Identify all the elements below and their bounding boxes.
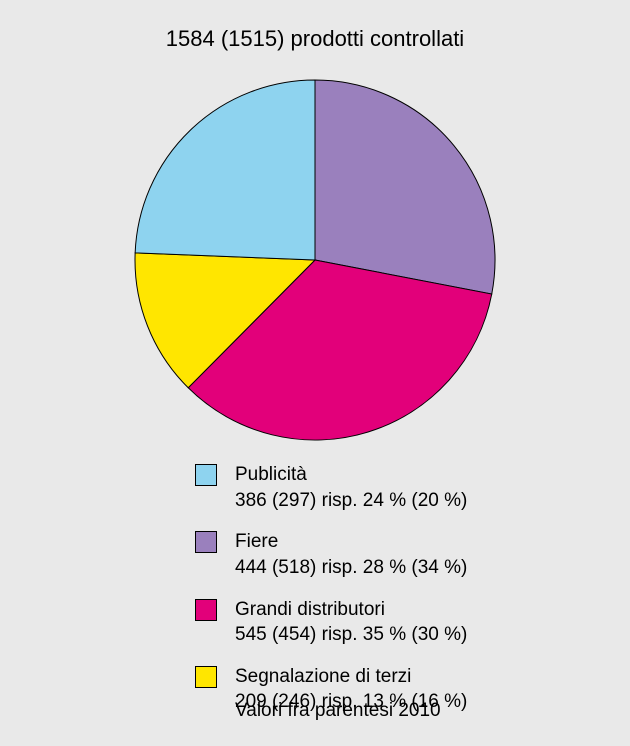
legend-label-publicita: Publicità [235,462,467,488]
pie-slice-publicita [135,80,315,260]
legend-label-fiere: Fiere [235,529,467,555]
legend-item-fiere: Fiere444 (518) risp. 28 % (34 %) [195,529,555,580]
pie-svg [125,70,505,450]
legend: Publicità386 (297) risp. 24 % (20 %) Fier… [195,462,555,731]
legend-label-segnalazione: Segnalazione di terzi [235,664,467,690]
legend-text-grandi: Grandi distributori545 (454) risp. 35 % … [235,597,467,648]
legend-item-publicita: Publicità386 (297) risp. 24 % (20 %) [195,462,555,513]
pie-slice-fiere [315,80,495,294]
legend-item-grandi: Grandi distributori545 (454) risp. 35 % … [195,597,555,648]
pie-chart [0,70,630,455]
legend-detail-fiere: 444 (518) risp. 28 % (34 %) [235,555,467,581]
legend-detail-publicita: 386 (297) risp. 24 % (20 %) [235,488,467,514]
legend-text-fiere: Fiere444 (518) risp. 28 % (34 %) [235,529,467,580]
legend-label-grandi: Grandi distributori [235,597,467,623]
legend-swatch-fiere [195,531,217,553]
legend-swatch-segnalazione [195,666,217,688]
chart-title: 1584 (1515) prodotti controllati [0,26,630,52]
legend-text-publicita: Publicità386 (297) risp. 24 % (20 %) [235,462,467,513]
footnote: Valori fra parentesi 2010 [235,700,441,722]
legend-detail-grandi: 545 (454) risp. 35 % (30 %) [235,622,467,648]
page: 1584 (1515) prodotti controllati Publici… [0,0,630,746]
legend-swatch-grandi [195,599,217,621]
legend-swatch-publicita [195,464,217,486]
